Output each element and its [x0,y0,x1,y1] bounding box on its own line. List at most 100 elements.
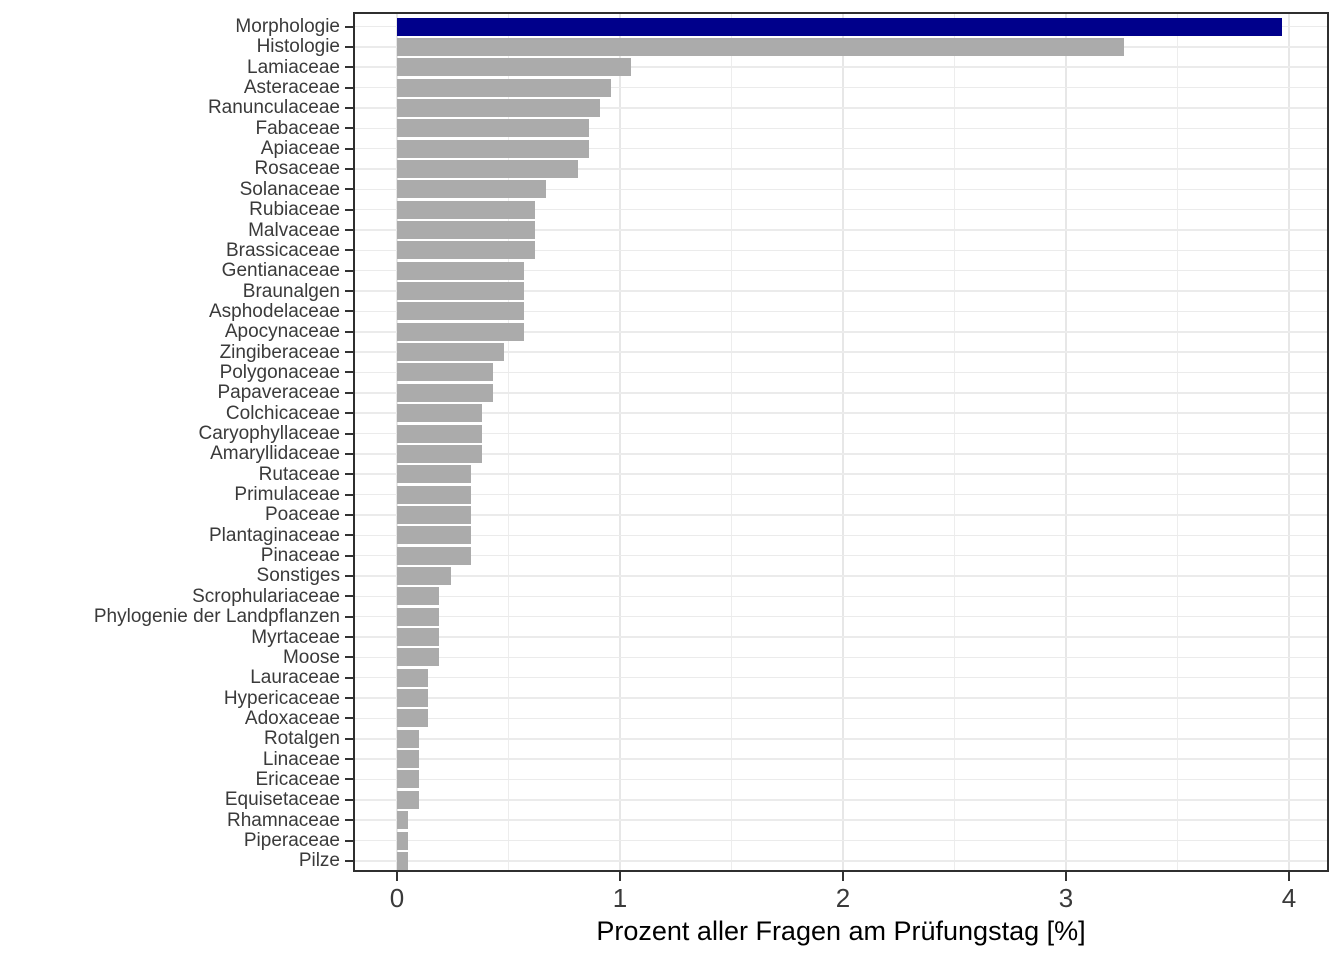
bar-morphologie [397,17,1283,36]
y-tick-mark [345,473,353,476]
bar-linaceae [397,750,420,769]
y-tick-label: Ranunculaceae [207,97,340,119]
gridline-major-horizontal [353,738,1329,740]
y-tick-mark [345,25,353,28]
y-tick-label: Poaceae [264,504,340,526]
bar-gentianaceae [397,261,525,280]
x-tick-mark [842,872,844,881]
gridline-major-horizontal [353,799,1329,801]
y-tick-label: Lauraceae [250,667,340,689]
gridline-major-horizontal [353,66,1329,68]
bar-piperaceae [397,831,409,850]
y-tick-label: Papaveraceae [217,382,340,404]
x-axis-title: Prozent aller Fragen am Prüfungstag [%] [596,916,1086,946]
y-tick-mark [345,66,353,69]
y-tick-mark [345,249,353,252]
gridline-major-horizontal [353,819,1329,821]
y-tick-mark [345,351,353,354]
bar-asphodelaceae [397,302,525,321]
x-tick-label: 3 [1058,883,1074,913]
y-tick-mark [345,391,353,394]
bar-hypericaceae [397,689,429,708]
bar-asteraceae [397,78,612,97]
y-tick-mark [345,432,353,435]
y-tick-label: Solanaceae [239,178,340,200]
bar-primulaceae [397,485,471,504]
y-tick-mark [345,554,353,557]
y-tick-mark [345,229,353,231]
y-tick-label: Moose [282,646,340,668]
y-tick-label: Histologie [256,36,340,58]
bar-solanaceae [397,180,547,199]
y-tick-label: Rubiaceae [249,199,340,221]
gridline-major-horizontal [353,290,1329,292]
bar-apocynaceae [397,322,525,341]
gridline-major-horizontal [353,432,1329,435]
gridline-major-horizontal [353,493,1329,496]
gridline-major-vertical [842,12,844,872]
y-tick-label: Morphologie [235,16,340,37]
x-tick-label: 1 [612,883,628,913]
x-tick-label: 4 [1281,883,1297,913]
y-tick-label: Rotalgen [263,728,340,750]
bar-colchicaceae [397,404,482,423]
gridline-major-horizontal [353,168,1329,170]
y-tick-label: Rutaceae [258,463,340,485]
y-tick-mark [345,636,353,638]
y-tick-label: Sonstiges [256,565,340,587]
y-tick-mark [345,493,353,496]
y-tick-mark [345,208,353,211]
bar-pinaceae [397,546,471,565]
gridline-major-horizontal [353,778,1329,781]
y-tick-label: Apiaceae [260,138,340,160]
y-tick-mark [345,188,353,191]
gridline-major-horizontal [353,758,1329,760]
y-tick-mark [345,147,353,150]
y-tick-mark [345,452,353,455]
y-tick-label: Braunalgen [242,280,340,302]
bar-apiaceae [397,139,589,158]
y-tick-mark [345,839,353,842]
y-tick-label: Rosaceae [254,158,340,180]
gridline-major-horizontal [353,656,1329,659]
y-tick-mark [345,127,353,130]
y-tick-label: Caryophyllaceae [198,423,340,444]
y-tick-label: Fabaceae [255,117,340,139]
gridline-major-horizontal [353,107,1329,109]
gridline-major-horizontal [353,514,1329,516]
gridline-major-horizontal [353,331,1329,333]
bar-myrtaceae [397,628,440,646]
bar-amaryllidaceae [397,444,482,463]
gridline-major-horizontal [353,188,1329,191]
gridline-major-horizontal [353,351,1329,353]
gridline-major-horizontal [353,615,1329,618]
bar-moose [397,648,440,667]
gridline-major-horizontal [353,473,1329,475]
gridline-major-horizontal [353,412,1329,414]
gridline-major-horizontal [353,839,1329,842]
plot-panel [353,12,1329,872]
x-tick-label: 0 [389,883,405,913]
y-tick-mark [345,167,353,170]
gridline-major-horizontal [353,127,1329,129]
bar-rotalgen [397,729,420,748]
bar-polygonaceae [397,363,493,382]
gridline-major-horizontal [353,392,1329,394]
y-tick-label: Hypericaceae [223,687,340,709]
y-tick-label: Pilze [298,850,340,872]
y-tick-mark [345,615,353,618]
gridline-major-horizontal [353,147,1329,150]
bar-ranunculaceae [397,98,600,117]
bar-sonstiges [397,566,451,585]
gridline-major-horizontal [353,86,1329,89]
gridline-minor-vertical [730,12,733,872]
gridline-major-horizontal [353,717,1329,720]
y-tick-mark [345,106,353,109]
gridline-major-horizontal [353,310,1329,313]
bar-fabaceae [397,119,589,138]
gridline-major-horizontal [353,575,1329,577]
gridline-major-horizontal [353,453,1329,455]
gridline-major-horizontal [353,676,1329,679]
y-tick-label: Phylogenie der Landpflanzen [93,606,340,628]
x-tick-mark [1288,872,1290,881]
